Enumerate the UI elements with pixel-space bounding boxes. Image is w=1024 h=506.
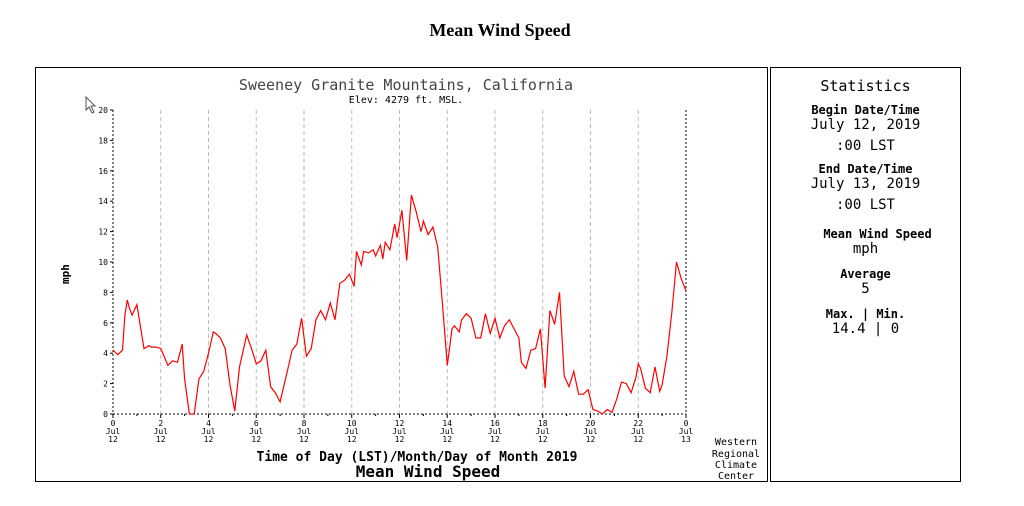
grid-lines	[160, 110, 639, 414]
average-value: 5	[861, 281, 870, 297]
begin-date: July 12, 2019	[810, 117, 921, 133]
statistics-panel: Statistics Begin Date/Time July 12, 2019…	[770, 67, 961, 482]
maxmin-label: Max. | Min.	[825, 307, 906, 321]
series-layer	[112, 194, 687, 415]
x-axis-label: Time of Day (LST)/Month/Day of Month 201…	[257, 450, 578, 465]
wind-speed-series-line	[112, 194, 687, 415]
credit-line-3: Climate	[715, 460, 757, 471]
x-tick-label: 12	[442, 435, 452, 444]
y-tick-label: 12	[98, 228, 108, 237]
chart-elevation: Elev: 4279 ft. MSL.	[349, 95, 463, 106]
x-tick-label: 22	[633, 419, 643, 428]
wind-speed-chart: Sweeney Granite Mountains, California El…	[59, 76, 760, 482]
axes	[110, 109, 687, 418]
x-tick-label: 2	[158, 419, 163, 428]
y-axis-label: mph	[59, 264, 72, 284]
statistics-heading: Statistics	[820, 77, 911, 95]
y-tick-label: 4	[103, 349, 108, 358]
x-tick-label: Jul	[631, 427, 646, 436]
x-tick-label: 16	[490, 419, 500, 428]
y-tick-label: 2	[103, 380, 108, 389]
page-title: Mean Wind Speed	[429, 20, 571, 40]
chart-location-title: Sweeney Granite Mountains, California	[239, 76, 573, 94]
begin-label: Begin Date/Time	[811, 103, 920, 117]
average-label: Average	[840, 267, 891, 281]
y-tick-label: 18	[98, 136, 108, 145]
maxmin-value: 14.4 | 0	[831, 321, 900, 337]
y-tick-label: 14	[98, 197, 108, 206]
x-tick-label: 6	[254, 419, 259, 428]
y-tick-label: 10	[98, 258, 108, 267]
x-tick-label: 12	[395, 419, 405, 428]
x-tick-label: 14	[442, 419, 452, 428]
units-value: mph	[852, 241, 879, 257]
x-tick-label: Jul	[392, 427, 407, 436]
x-tick-label: 10	[347, 419, 357, 428]
x-tick-label: 12	[251, 435, 261, 444]
x-tick-label: Jul	[536, 427, 551, 436]
x-tick-label: Jul	[345, 427, 360, 436]
x-tick-label: 12	[633, 435, 643, 444]
wrcc-credit: Western Regional Climate Center	[712, 437, 760, 482]
x-tick-label: 13	[681, 435, 691, 444]
end-label: End Date/Time	[818, 162, 913, 176]
x-tick-label: 12	[490, 435, 500, 444]
variable-label: Mean Wind Speed	[823, 227, 932, 241]
x-tick-label: 12	[204, 435, 214, 444]
x-tick-label: 18	[538, 419, 548, 428]
x-tick-label: 0	[684, 419, 689, 428]
x-tick-label: 12	[156, 435, 166, 444]
x-tick-label: 12	[347, 435, 357, 444]
mouse-pointer-icon	[85, 96, 97, 114]
y-tick-label: 16	[98, 167, 108, 176]
end-date: July 13, 2019	[810, 176, 921, 192]
x-tick-label: Jul	[488, 427, 503, 436]
x-tick-label: 12	[586, 435, 596, 444]
credit-line-1: Western	[715, 437, 757, 448]
credit-line-2: Regional	[712, 449, 760, 460]
x-tick-label: Jul	[440, 427, 455, 436]
end-time: :00 LST	[835, 197, 895, 213]
y-tick-label: 20	[98, 106, 108, 115]
y-tick-label: 8	[103, 288, 108, 297]
x-tick-label: Jul	[583, 427, 598, 436]
x-tick-label: Jul	[297, 427, 312, 436]
x-tick-label: 12	[108, 435, 118, 444]
x-tick-label: 0	[111, 419, 116, 428]
x-tick-label: 12	[395, 435, 405, 444]
x-tick-label: Jul	[154, 427, 169, 436]
x-tick-label: 12	[538, 435, 548, 444]
chart-panel: Sweeney Granite Mountains, California El…	[35, 67, 768, 482]
x-tick-label: Jul	[679, 427, 694, 436]
x-tick-label: Jul	[201, 427, 216, 436]
x-tick-label: 12	[299, 435, 309, 444]
x-tick-label: Jul	[106, 427, 121, 436]
x-tick-label: 8	[302, 419, 307, 428]
y-tick-label: 0	[103, 410, 108, 419]
x-tick-label: 20	[586, 419, 596, 428]
chart-footer-title: Mean Wind Speed	[356, 462, 501, 481]
x-tick-label: Jul	[249, 427, 264, 436]
tick-labels: 024681012141618200Jul122Jul124Jul126Jul1…	[98, 106, 693, 444]
x-tick-label: 4	[206, 419, 211, 428]
y-tick-label: 6	[103, 319, 108, 328]
begin-time: :00 LST	[835, 138, 895, 154]
credit-line-4: Center	[718, 471, 754, 481]
